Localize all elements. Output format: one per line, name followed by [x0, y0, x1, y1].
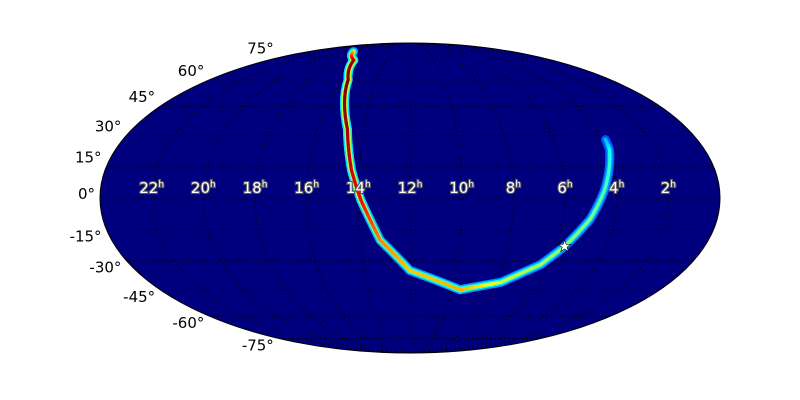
- ra-hour-value: 22: [139, 179, 158, 197]
- ra-tick-label: 12h: [398, 179, 423, 197]
- ra-tick-label: 16h: [294, 179, 319, 197]
- meridian-line: [254, 43, 411, 353]
- ra-tick-label: 8h: [506, 179, 521, 197]
- dec-tick-label: 60°: [178, 62, 205, 80]
- ra-hour-unit: h: [515, 180, 521, 190]
- ra-hour-value: 12: [398, 179, 417, 197]
- meridian-line: [409, 43, 669, 353]
- dec-tick-label: -15°: [70, 228, 102, 246]
- ra-tick-label: 10h: [449, 179, 474, 197]
- dec-tick-label: -30°: [89, 259, 121, 277]
- ra-hour-unit: h: [670, 180, 676, 190]
- ra-hour-unit: h: [365, 180, 371, 190]
- dec-tick-label: -75°: [242, 336, 274, 354]
- dec-tick-label: 30°: [95, 117, 122, 135]
- ra-hour-unit: h: [619, 180, 625, 190]
- meridian-line: [151, 43, 411, 353]
- meridian-line: [409, 43, 463, 353]
- meridian-line: [409, 43, 566, 353]
- ra-hour-unit: h: [262, 180, 268, 190]
- dec-tick-label: -60°: [172, 314, 204, 332]
- ra-hour-unit: h: [468, 180, 474, 190]
- ra-tick-label: 4h: [609, 179, 624, 197]
- sky-boundary: [99, 42, 721, 354]
- ra-hour-value: 2: [661, 179, 671, 197]
- ra-hour-value: 18: [243, 179, 262, 197]
- dec-tick-label: 15°: [75, 148, 102, 166]
- ra-tick-label: 20h: [191, 179, 216, 197]
- meridian-line: [357, 43, 411, 353]
- source-marker: [557, 238, 572, 253]
- ra-tick-label: 22h: [139, 179, 164, 197]
- ra-tick-label: 2h: [661, 179, 676, 197]
- ra-hour-unit: h: [210, 180, 216, 190]
- ra-hour-unit: h: [158, 180, 164, 190]
- ra-tick-label: 18h: [243, 179, 268, 197]
- dec-tick-label: -45°: [123, 288, 155, 306]
- ra-hour-value: 8: [506, 179, 516, 197]
- ra-tick-label: 14h: [346, 179, 371, 197]
- arc-segment: [603, 137, 608, 143]
- ra-hour-value: 6: [557, 179, 567, 197]
- probability-arc: [339, 46, 615, 295]
- meridian-line: [409, 43, 618, 353]
- star-icon: [557, 238, 572, 253]
- ra-hour-unit: h: [313, 180, 319, 190]
- ra-hour-value: 4: [609, 179, 619, 197]
- ra-hour-value: 16: [294, 179, 313, 197]
- dec-tick-label: 0°: [78, 185, 95, 203]
- dec-tick-label: 75°: [247, 40, 274, 58]
- sky-background: [100, 43, 720, 353]
- dec-tick-label: 45°: [129, 88, 156, 106]
- meridian-line: [202, 43, 411, 353]
- ra-hour-value: 10: [449, 179, 468, 197]
- ra-hour-value: 20: [191, 179, 210, 197]
- ra-tick-labels: 22h 20h 18h 16h 14h 12h 10h 8h 6h 4h 2h: [138, 178, 677, 198]
- dec-tick-labels: 75° 60° 45° 30° 15° 0° -15° -30°-45° -60° -75°: [70, 40, 274, 355]
- ra-tick-label: 6h: [557, 179, 572, 197]
- ra-hour-unit: h: [417, 180, 423, 190]
- ra-hour-unit: h: [567, 180, 573, 190]
- ra-hour-value: 14: [346, 179, 365, 197]
